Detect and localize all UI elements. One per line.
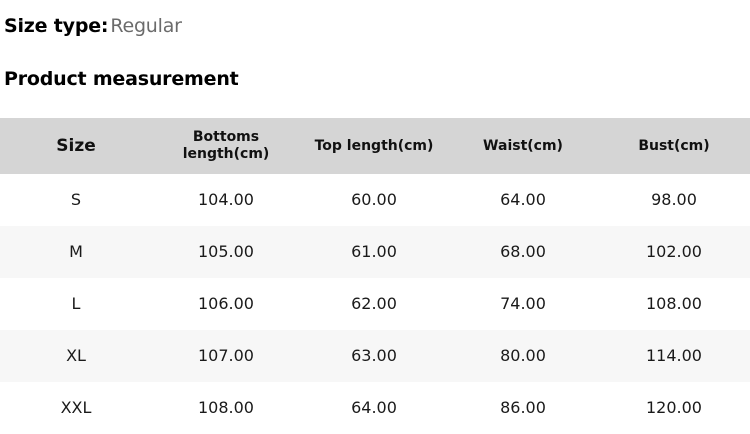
- cell-bust: 102.00: [646, 242, 702, 261]
- cell-size: L: [71, 294, 81, 313]
- cell-bottoms: 107.00: [198, 346, 254, 365]
- size-table-container: Size Bottoms length(cm) Top length(cm) W…: [0, 118, 750, 434]
- cell-waist: 64.00: [500, 190, 546, 209]
- size-type-line: Size type: Regular: [4, 0, 750, 38]
- cell-top: 61.00: [351, 242, 397, 261]
- cell-top: 63.00: [351, 346, 397, 365]
- column-header-waist: Waist(cm): [483, 137, 563, 154]
- table-row: L 106.00 62.00 74.00 108.00: [0, 278, 750, 330]
- cell-size: XL: [66, 346, 86, 365]
- cell-top: 60.00: [351, 190, 397, 209]
- size-type-value: Regular: [110, 15, 182, 37]
- column-header-bust: Bust(cm): [638, 137, 710, 154]
- table-row: XL 107.00 63.00 80.00 114.00: [0, 330, 750, 382]
- cell-bottoms: 105.00: [198, 242, 254, 261]
- product-measurement-table: Size Bottoms length(cm) Top length(cm) W…: [0, 118, 750, 434]
- cell-bust: 108.00: [646, 294, 702, 313]
- cell-waist: 74.00: [500, 294, 546, 313]
- column-header-top-length: Top length(cm): [314, 137, 434, 154]
- cell-bottoms: 106.00: [198, 294, 254, 313]
- size-type-label: Size type:: [4, 15, 109, 37]
- table-header-row: Size Bottoms length(cm) Top length(cm) W…: [0, 118, 750, 174]
- cell-waist: 86.00: [500, 398, 546, 417]
- cell-waist: 68.00: [500, 242, 546, 261]
- table-row: S 104.00 60.00 64.00 98.00: [0, 174, 750, 226]
- cell-size: M: [69, 242, 83, 261]
- table-head: Size Bottoms length(cm) Top length(cm) W…: [0, 118, 750, 174]
- table-row: XXL 108.00 64.00 86.00 120.00: [0, 382, 750, 434]
- cell-waist: 80.00: [500, 346, 546, 365]
- cell-size: XXL: [60, 398, 92, 417]
- table-row: M 105.00 61.00 68.00 102.00: [0, 226, 750, 278]
- cell-size: S: [70, 190, 82, 209]
- cell-top: 62.00: [351, 294, 397, 313]
- cell-bust: 98.00: [651, 190, 697, 209]
- cell-bottoms: 108.00: [198, 398, 254, 417]
- cell-bust: 120.00: [646, 398, 702, 417]
- cell-bust: 114.00: [646, 346, 702, 365]
- page-title: Product measurement: [4, 68, 239, 90]
- cell-bottoms: 104.00: [198, 190, 254, 209]
- headings-block: Size type: Regular Product measurement: [0, 0, 750, 91]
- cell-top: 64.00: [351, 398, 397, 417]
- column-header-bottoms-length: Bottoms length(cm): [182, 129, 270, 162]
- column-header-size: Size: [56, 136, 96, 156]
- table-body: S 104.00 60.00 64.00 98.00 M 105.00 61.0…: [0, 174, 750, 434]
